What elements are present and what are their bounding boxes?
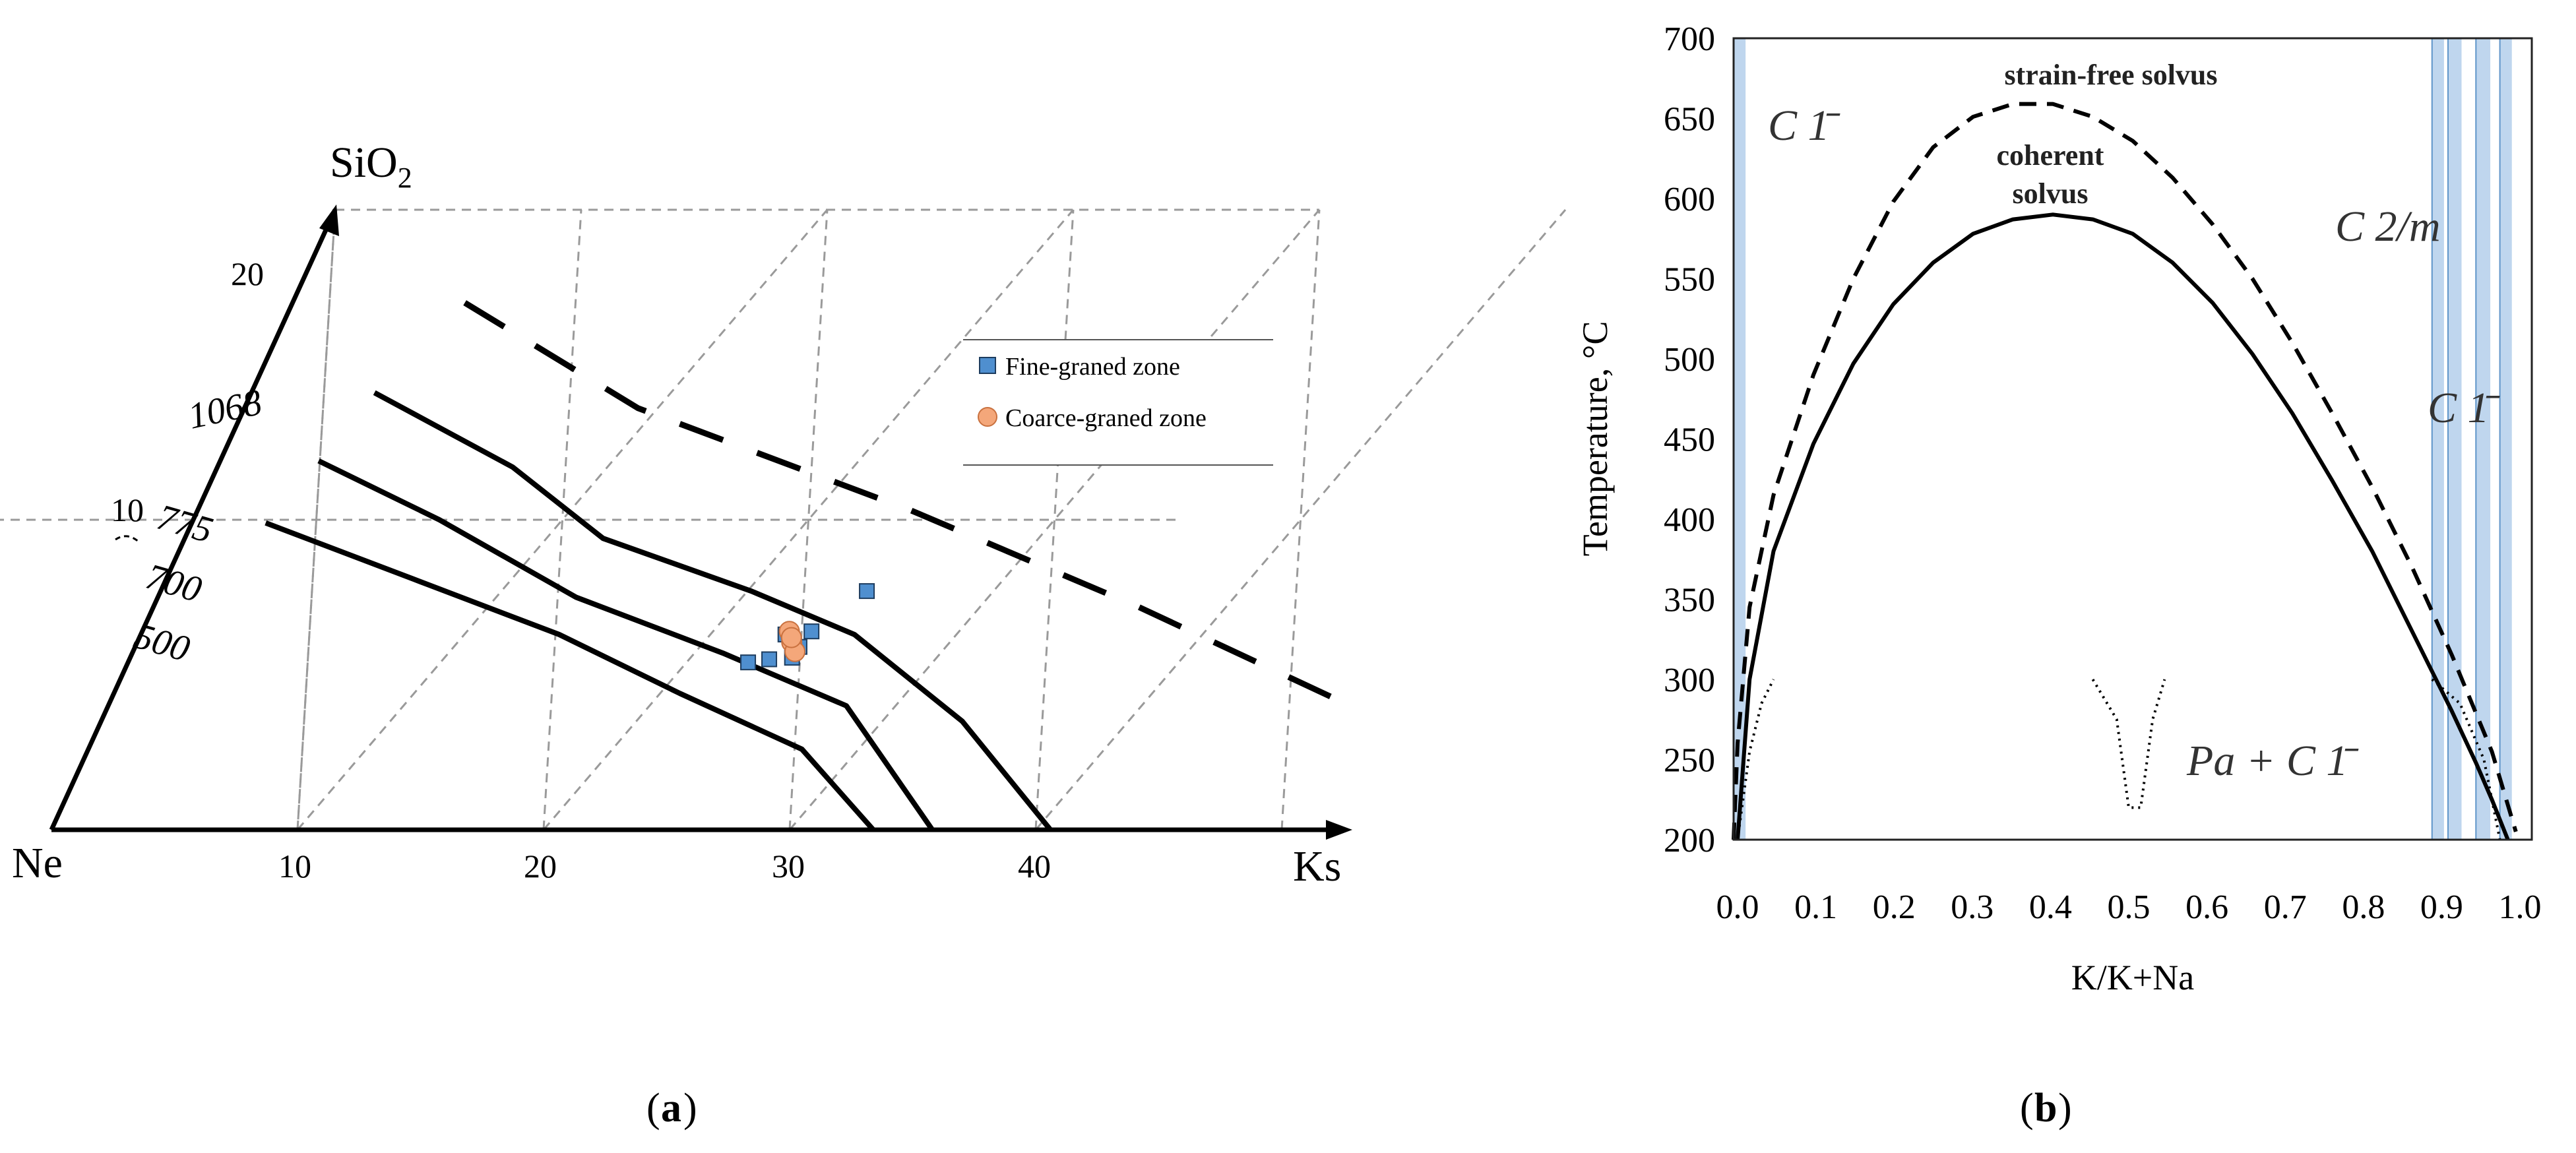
x-tick-label: 0.7 <box>2264 888 2307 926</box>
y-tick-label: 450 <box>1664 421 1715 459</box>
ternary-grid <box>0 208 1567 830</box>
x-tick-label: 0.5 <box>2108 888 2151 926</box>
phase-band <box>2499 38 2512 840</box>
caption-a: ( a ) <box>646 1086 697 1131</box>
fine-grained-point <box>740 654 757 671</box>
sio2-axis-line <box>49 208 338 831</box>
x-axis-title: K/K+Na <box>2071 958 2194 997</box>
bottom-tick-30: 30 <box>772 848 805 885</box>
x-tick-label: 0.6 <box>2185 888 2228 926</box>
phase-label-pa-c1: Pa + C 1̄ <box>2186 737 2359 785</box>
x-tick-label: 0.8 <box>2342 888 2385 926</box>
phase-label-c1-left: C 1̄ <box>1768 102 1841 150</box>
bottom-tick-20: 20 <box>524 848 557 885</box>
ks-axis-arrowhead <box>1326 820 1352 840</box>
grid-diagonal <box>542 209 582 830</box>
phase-label-c2m: C 2/m <box>2335 203 2441 251</box>
bottom-tick-40: 40 <box>1018 848 1051 885</box>
legend-circle-marker <box>978 407 997 427</box>
spinodal-right-curve <box>2431 678 2501 840</box>
y-tick-label: 300 <box>1664 662 1715 699</box>
legend: Fine-graned zone Coarce-graned zone <box>963 339 1273 466</box>
axis-tick-mark <box>115 535 140 544</box>
y-tick-label: 400 <box>1664 501 1715 539</box>
fine-grained-point <box>761 651 778 668</box>
caption-b: ( b ) <box>2020 1086 2072 1131</box>
grid-diagonal <box>788 209 829 830</box>
solvus-curve-group <box>1732 102 2518 841</box>
left-tick-10: 10 <box>111 491 144 528</box>
x-tick-label: 0.0 <box>1716 888 1759 926</box>
x-tick-label: 1.0 <box>2499 888 2542 926</box>
y-tick-label: 250 <box>1664 742 1715 780</box>
phase-band-group <box>1733 38 2512 840</box>
x-tick-label: 0.1 <box>1794 888 1837 926</box>
sio2-axis-arrowhead <box>319 204 339 236</box>
left-tick-20: 20 <box>231 255 264 292</box>
grid-diagonal <box>1034 209 1567 830</box>
phase-label-c1-right: C 1̄ <box>2428 384 2501 432</box>
isotherm-775-curve <box>373 390 1053 832</box>
y-axis-title: Temperature, °C <box>1575 321 1615 557</box>
y-tick-label: 500 <box>1664 341 1715 379</box>
plot-frame-outline <box>1732 37 2533 841</box>
coherent-solvus-label-2: solvus <box>2013 177 2089 210</box>
strain-free-solvus-label: strain-free solvus <box>2004 59 2217 91</box>
y-tick-label-group: 200 250 300 350 400 450 500 550 600 650 700 <box>1664 20 1715 859</box>
caption-a-open: ( <box>646 1086 660 1131</box>
phase-band <box>2476 38 2491 840</box>
grid-diagonal <box>296 209 336 830</box>
caption-a-close: ) <box>683 1086 697 1131</box>
x-tick-label-group: 0.0 0.1 0.2 0.3 0.4 0.5 0.6 0.7 0.8 0.9 1.0 <box>1716 888 2542 926</box>
phase-band <box>2447 38 2462 840</box>
legend-label-fine: Fine-graned zone <box>1005 353 1180 381</box>
bottom-tick-10: 10 <box>278 848 311 885</box>
grid-diagonal <box>296 209 336 830</box>
caption-b-letter: b <box>2034 1086 2057 1131</box>
grid-diagonal <box>1280 209 1321 830</box>
y-tick-label: 650 <box>1664 101 1715 139</box>
coherent-solvus-curve <box>1736 212 2510 841</box>
apex-label: SiO2 <box>330 139 412 194</box>
caption-a-letter: a <box>661 1086 681 1131</box>
x-tick-label: 0.4 <box>2029 888 2072 926</box>
x-tick-label: 0.2 <box>1873 888 1916 926</box>
coarse-grained-point <box>780 627 802 648</box>
phase-band <box>2432 38 2444 840</box>
coherent-solvus-label-1: coherent <box>1997 139 2104 171</box>
isotherm-700-curve <box>317 458 935 832</box>
fine-grained-point <box>803 623 820 640</box>
y-tick-label: 700 <box>1664 20 1715 58</box>
y-tick-label: 350 <box>1664 582 1715 619</box>
y-tick-label: 200 <box>1664 822 1715 859</box>
ternary-axes <box>49 204 1352 840</box>
phase-band <box>1734 38 1746 840</box>
ne-label: Ne <box>12 839 63 887</box>
legend-square-marker <box>979 357 996 374</box>
y-tick-label: 550 <box>1664 261 1715 299</box>
legend-label-coarse: Coarce-graned zone <box>1005 404 1207 432</box>
caption-b-open: ( <box>2020 1086 2034 1131</box>
strain-free-solvus-curve <box>1732 102 2518 840</box>
caption-b-close: ) <box>2058 1086 2072 1131</box>
fine-grained-point <box>859 583 875 600</box>
isotherm-500-curve <box>265 520 875 832</box>
panel-b-solvus-chart: 200 250 300 350 400 450 500 550 600 650 700 0.0 0.1… <box>1575 20 2542 1131</box>
spinodal-left-curve <box>1736 679 1775 840</box>
grid-diagonal <box>1034 209 1075 830</box>
plot-frame <box>1732 37 2533 841</box>
legend-box <box>963 340 1273 465</box>
ks-label: Ks <box>1293 842 1341 890</box>
y-tick-label: 600 <box>1664 181 1715 218</box>
x-tick-label: 0.9 <box>2420 888 2463 926</box>
x-tick-label: 0.3 <box>1951 888 1994 926</box>
data-point-group <box>740 583 875 671</box>
